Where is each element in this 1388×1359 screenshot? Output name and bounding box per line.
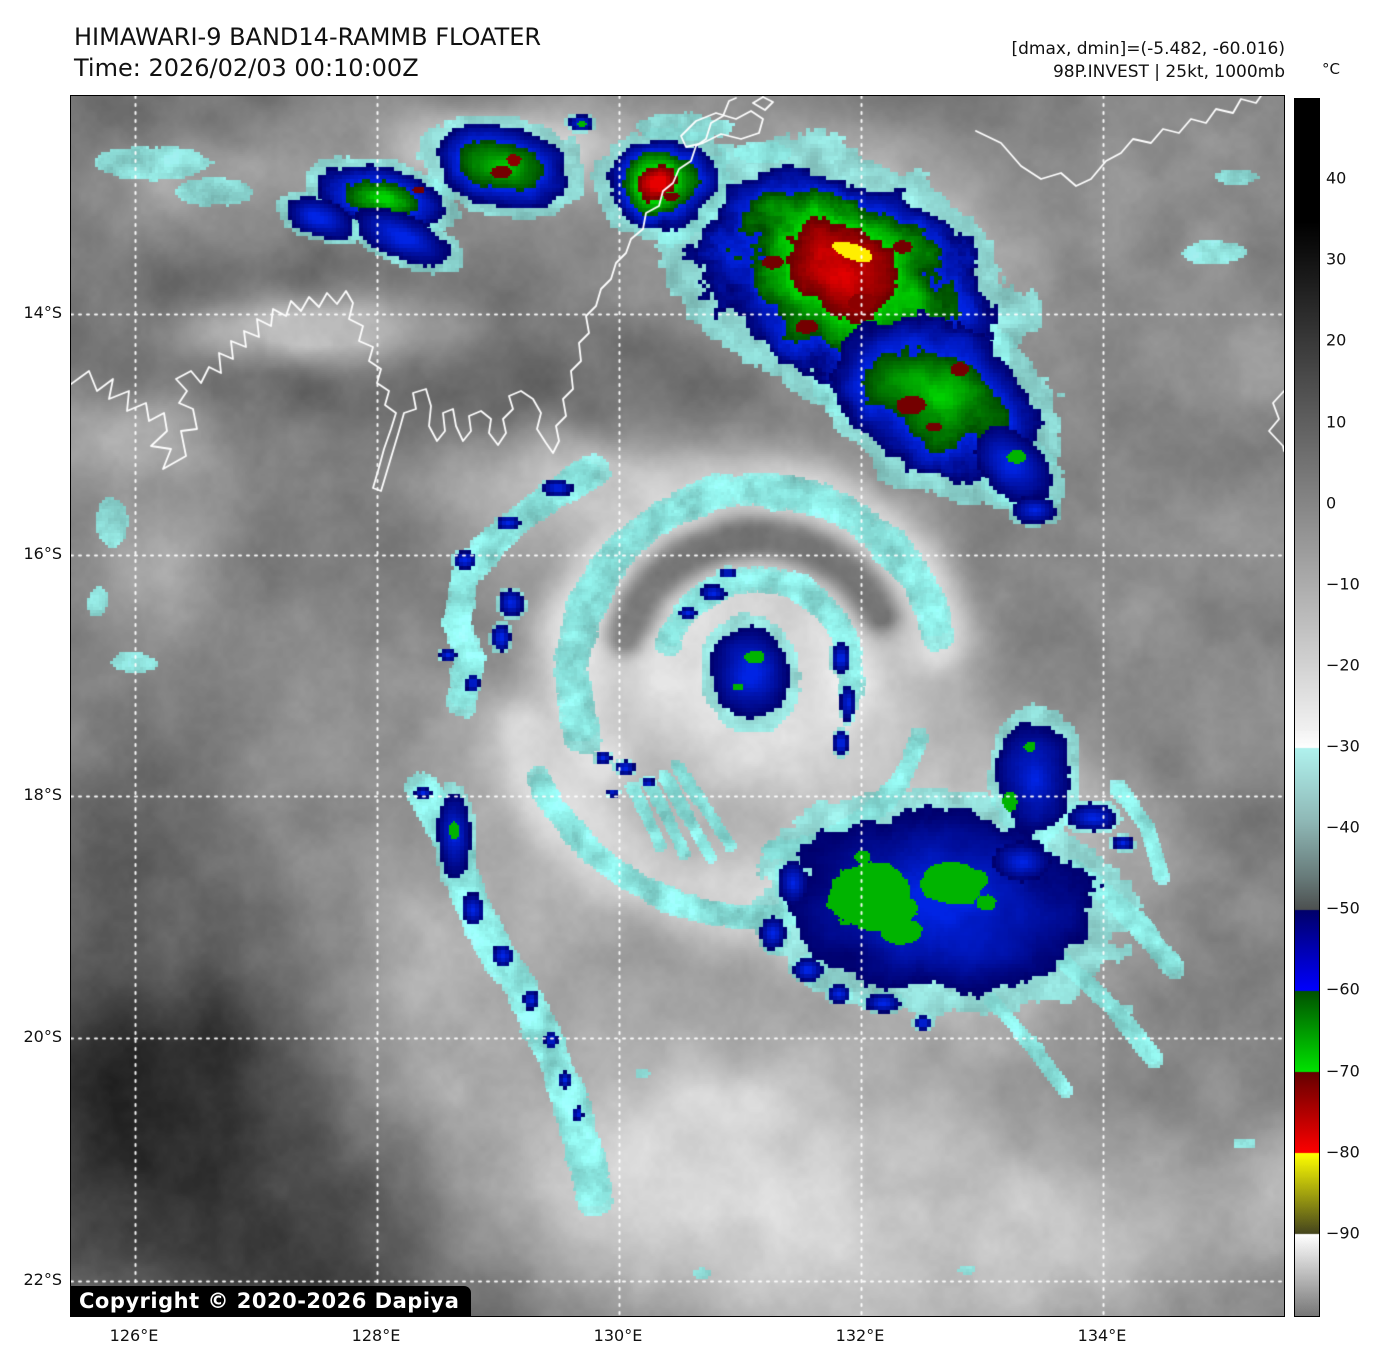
latitude-tick-label: 16°S <box>23 544 62 564</box>
colorbar-tick-label: −50 <box>1326 899 1360 919</box>
colorbar-tick-label: 40 <box>1326 168 1347 188</box>
colorbar-tick-label: 0 <box>1326 493 1337 513</box>
colorbar-tick-label: −40 <box>1326 817 1360 837</box>
colorbar <box>1294 98 1320 1317</box>
longitude-tick-label: 128°E <box>351 1326 401 1345</box>
latitude-tick-label: 22°S <box>23 1270 62 1290</box>
colorbar-tick-label: −30 <box>1326 736 1360 756</box>
longitude-tick-label: 130°E <box>593 1326 643 1345</box>
copyright-label: Copyright © 2020-2026 Dapiya <box>70 1286 472 1317</box>
colorbar-tick-label: −60 <box>1326 980 1360 1000</box>
longitude-tick-label: 126°E <box>109 1326 159 1345</box>
colorbar-unit-label: °C <box>1322 60 1340 78</box>
colorbar-tick-label: 30 <box>1326 250 1347 270</box>
longitude-tick-label: 134°E <box>1077 1326 1127 1345</box>
colorbar-tick-label: −20 <box>1326 655 1360 675</box>
colorbar-tick-label: 20 <box>1326 331 1347 351</box>
longitude-tick-label: 132°E <box>835 1326 885 1345</box>
dmax-dmin-label: [dmax, dmin]=(-5.482, -60.016) <box>1011 39 1286 59</box>
colorbar-tick-label: −70 <box>1326 1061 1360 1081</box>
latitude-tick-label: 18°S <box>23 785 62 805</box>
product-title-line1: HIMAWARI-9 BAND14-RAMMB FLOATER <box>74 23 542 51</box>
colorbar-tick-label: −80 <box>1326 1142 1360 1162</box>
satellite-image-canvas <box>71 96 1284 1316</box>
storm-info-label: 98P.INVEST | 25kt, 1000mb <box>1052 62 1285 82</box>
product-title: HIMAWARI-9 BAND14-RAMMB FLOATER Time: 202… <box>74 22 541 84</box>
colorbar-tick-label: −90 <box>1326 1223 1360 1243</box>
latitude-tick-label: 14°S <box>23 303 62 323</box>
header-meta: [dmax, dmin]=(-5.482, -60.016) 98P.INVEST… <box>1012 38 1286 84</box>
satellite-map: Copyright © 2020-2026 Dapiya <box>70 95 1285 1317</box>
time-label: Time: 2026/02/03 00:10:00Z <box>74 54 419 82</box>
colorbar-tick-label: −10 <box>1326 574 1360 594</box>
latitude-tick-label: 20°S <box>23 1027 62 1047</box>
colorbar-tick-label: 10 <box>1326 412 1347 432</box>
